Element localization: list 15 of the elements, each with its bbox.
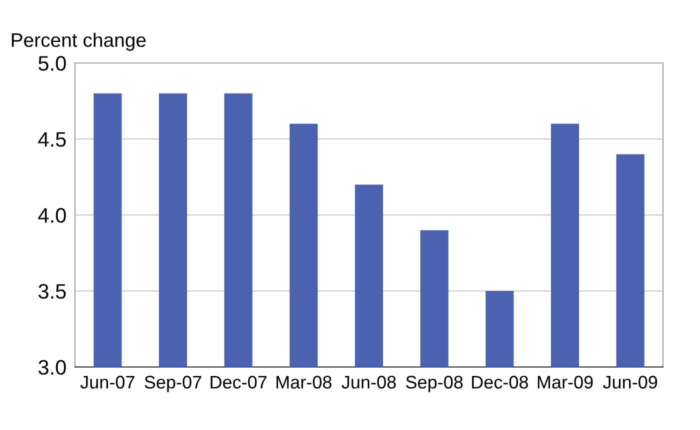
x-tick-label: Jun-09	[603, 376, 658, 389]
x-tick-label: Mar-09	[538, 376, 593, 389]
y-tick-label: 5.0	[38, 56, 66, 71]
y-tick-label: 4.5	[38, 132, 66, 147]
x-tick-label: Mar-08	[276, 376, 332, 389]
x-tick-label: Dec-07	[210, 376, 267, 389]
x-tick-label: Dec-08	[472, 376, 528, 389]
y-axis-title: Percent change	[12, 32, 146, 51]
y-tick-label: 4.0	[38, 208, 66, 223]
y-tick-label: 3.0	[38, 360, 66, 375]
x-tick-label: Sep-08	[406, 376, 463, 392]
y-tick-label: 3.5	[38, 284, 66, 299]
x-tick-label: Jun-07	[80, 376, 134, 389]
x-tick-label: Jun-08	[342, 376, 396, 389]
x-tick-label: Sep-07	[144, 376, 202, 392]
